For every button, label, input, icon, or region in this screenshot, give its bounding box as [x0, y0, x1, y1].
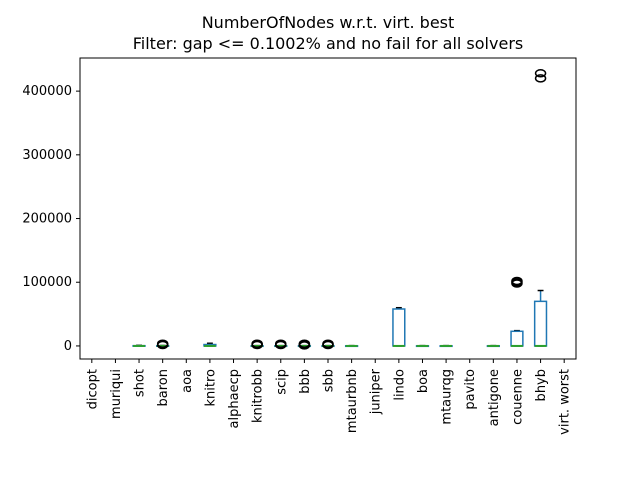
box-mtaurbnb: [344, 344, 359, 348]
x-tick-label: knitro: [203, 369, 218, 407]
box-lindo: [392, 306, 406, 347]
box-body: [392, 308, 406, 347]
x-tick-label: antigone: [487, 369, 502, 426]
outlier-point: [275, 339, 287, 348]
y-tick-label: 100000: [22, 275, 72, 290]
x-tick-label: muriqui: [109, 369, 124, 419]
box-antigone: [486, 344, 500, 348]
x-tick-label: virt. worst: [558, 369, 573, 435]
y-tick-label: 0: [64, 339, 72, 354]
outlier-point: [298, 339, 311, 348]
chart-title: NumberOfNodes w.r.t. virt. best: [202, 13, 455, 32]
plot-area: 0 100000 200000 300000 400000 dicopt muriqui sh…: [22, 57, 577, 435]
x-tick-label: mtaurbnb: [345, 369, 360, 433]
outlier-point: [511, 276, 523, 286]
x-tick-label: lindo: [392, 369, 407, 401]
x-tick-label: mtaurqg: [440, 369, 455, 425]
outlier-point: [534, 69, 547, 78]
box-body: [533, 300, 548, 347]
chart-subtitle: Filter: gap <= 0.1002% and no fail for a…: [133, 34, 523, 53]
x-tick-label: juniper: [369, 368, 384, 415]
box-bhyb: [533, 69, 548, 347]
box-bbb: [297, 339, 312, 350]
box-mtaurqg: [439, 344, 453, 348]
outlier-point: [534, 74, 547, 83]
box-baron: [156, 339, 170, 350]
x-tick-label: pavito: [463, 369, 478, 410]
box-sbb: [321, 339, 335, 350]
outlier-point: [156, 339, 169, 348]
y-tick-label: 300000: [22, 148, 72, 163]
box-boa: [415, 344, 430, 348]
box-knitro: [203, 342, 217, 347]
x-tick-label: shot: [133, 369, 148, 397]
outlier-point: [251, 339, 263, 348]
x-tick-label: alphaecp: [227, 369, 242, 428]
plot-frame: [79, 57, 577, 360]
x-tick-label: sbb: [322, 369, 337, 392]
x-tick-label: scip: [274, 369, 289, 395]
x-tick-label: aoa: [180, 369, 195, 393]
box-scip: [274, 339, 288, 350]
x-tick-label: bbb: [298, 369, 313, 394]
box-shot: [132, 344, 146, 347]
box-couenne: [510, 276, 524, 347]
x-tick-label: baron: [156, 369, 171, 406]
x-tick-label: couenne: [510, 369, 525, 425]
box-body: [510, 330, 524, 347]
y-tick-label: 200000: [22, 212, 72, 227]
outlier-point: [322, 339, 334, 348]
y-tick-label: 400000: [22, 84, 72, 99]
x-tick-label: bhyb: [534, 369, 549, 401]
box-knitrobb: [250, 339, 264, 350]
x-tick-label: knitrobb: [251, 369, 266, 423]
x-tick-label: boa: [416, 369, 431, 393]
x-tick-label: dicopt: [85, 369, 100, 409]
